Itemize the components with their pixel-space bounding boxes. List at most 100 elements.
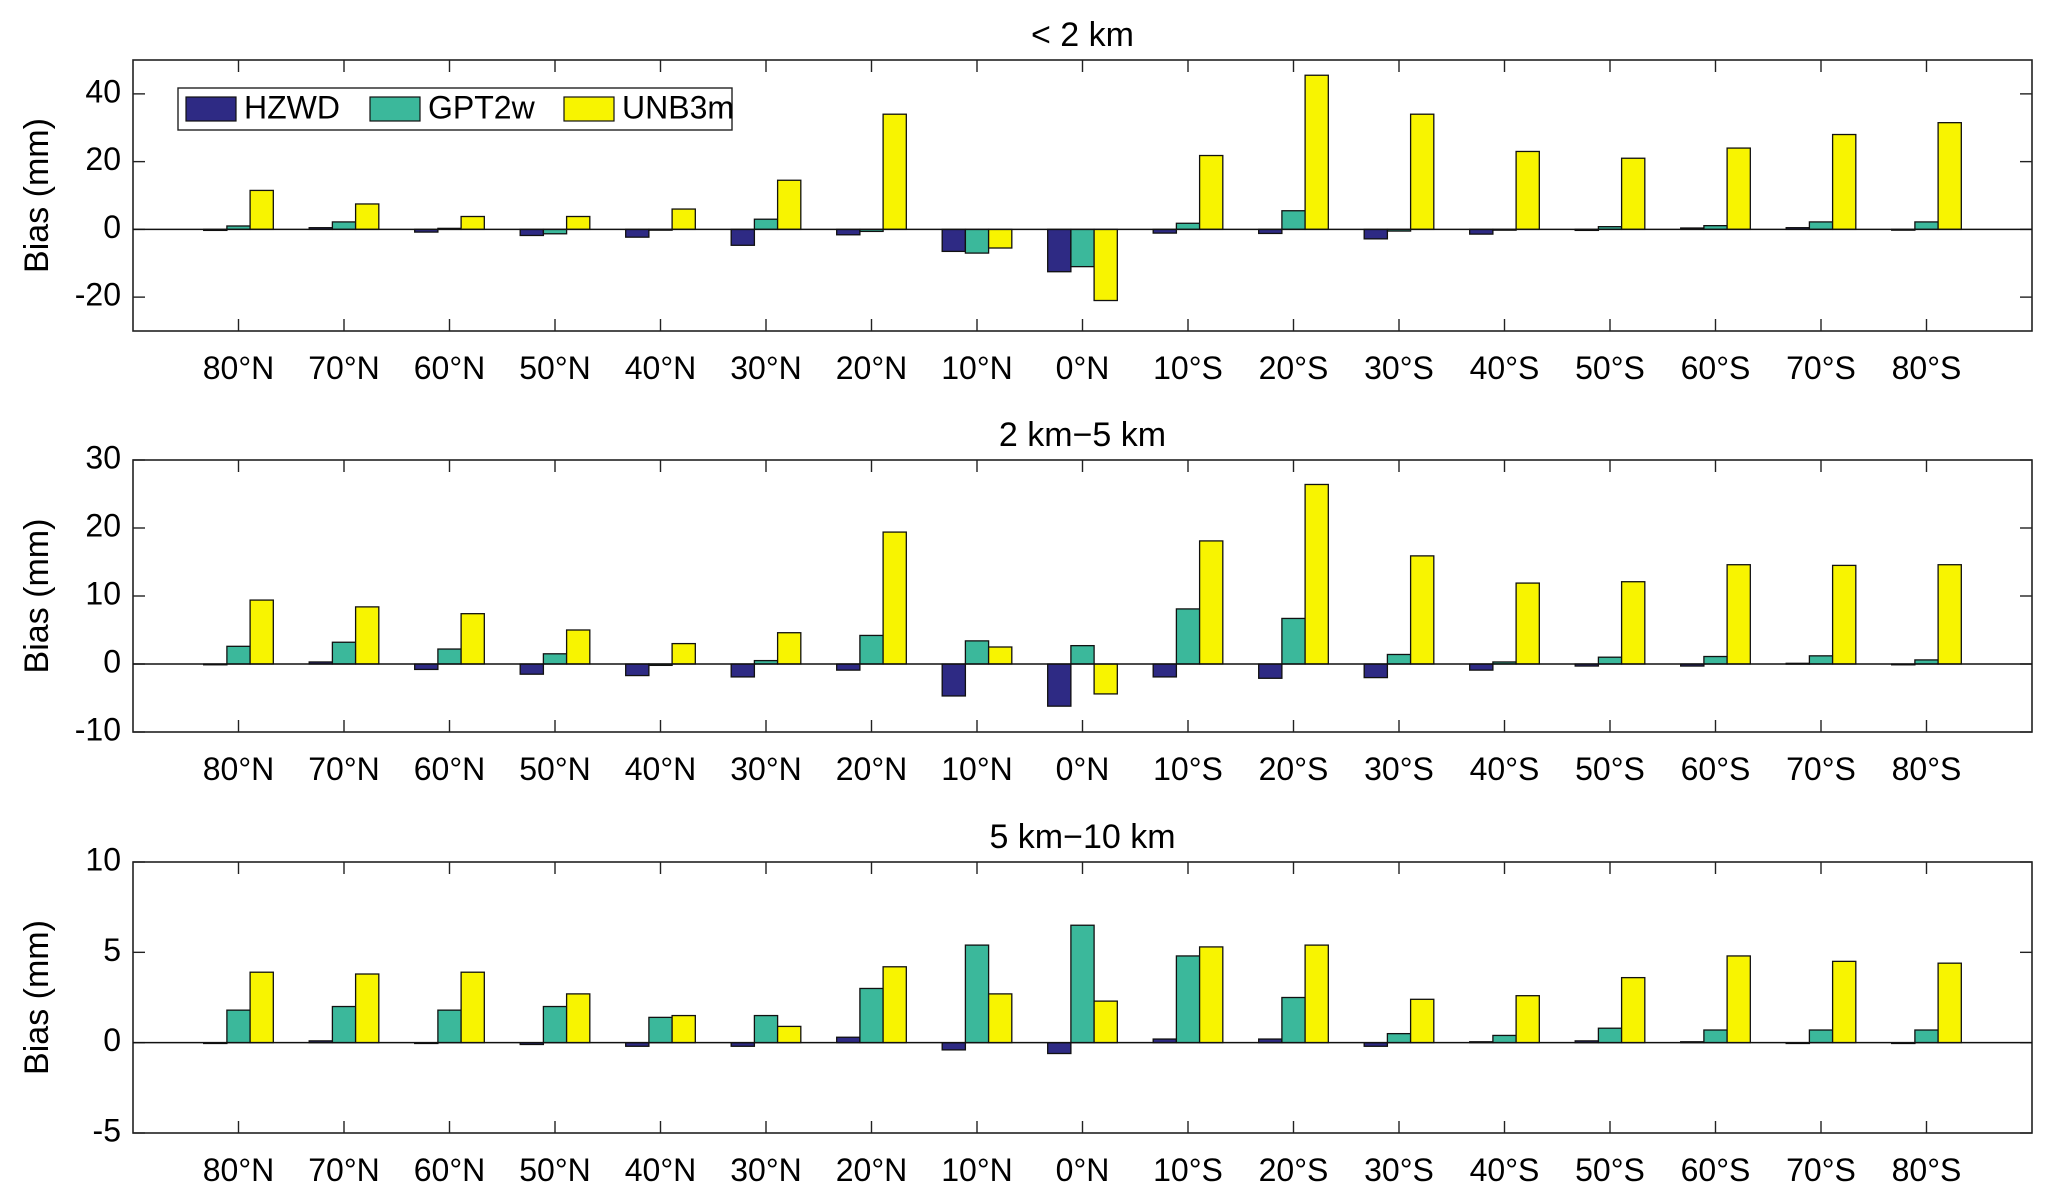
bar-hzwd-30°N [730, 663, 756, 678]
bar-unb3m-60°N [460, 971, 485, 1044]
bar-unb3m-30°S [1409, 113, 1435, 231]
x-tick-label: 20°N [836, 1152, 908, 1188]
x-tick-label: 60°S [1681, 1152, 1751, 1188]
bar-unb3m-10°S [1198, 154, 1224, 231]
bar-unb3m-80°S [1937, 962, 1962, 1044]
bar-gpt2w-70°N [331, 641, 357, 665]
y-axis-label: Bias (mm) [18, 519, 56, 674]
bar-hzwd-0°N [1047, 1042, 1072, 1055]
bar-unb3m-10°S [1198, 946, 1224, 1044]
x-tick-label: 50°N [519, 350, 591, 386]
bar-unb3m-10°S [1198, 540, 1224, 665]
x-tick-label: 50°N [519, 751, 591, 787]
bar-hzwd-10°N [941, 228, 967, 253]
x-tick-label: 70°S [1786, 751, 1856, 787]
x-tick-label: 70°N [308, 1152, 380, 1188]
axes-box [132, 459, 2033, 733]
x-tick-label: 30°S [1364, 350, 1434, 386]
y-tick-label: 30 [85, 439, 121, 475]
y-axis-label: Bias (mm) [18, 118, 56, 273]
bar-gpt2w-30°N [753, 218, 779, 231]
x-tick-label: 20°N [836, 751, 908, 787]
bar-gpt2w-60°S [1703, 655, 1728, 665]
x-tick-label: 0°N [1056, 751, 1110, 787]
bar-gpt2w-20°S [1281, 210, 1306, 231]
x-tick-label: 80°N [203, 350, 275, 386]
legend-box [177, 87, 733, 131]
bar-hzwd-0°N [1047, 663, 1072, 707]
y-tick-label: -5 [93, 1112, 121, 1148]
x-tick-label: 40°S [1470, 1152, 1540, 1188]
bar-gpt2w-10°S [1175, 955, 1201, 1044]
bar-gpt2w-40°S [1492, 1034, 1517, 1044]
bar-unb3m-70°S [1831, 960, 1857, 1044]
x-tick-label: 30°S [1364, 751, 1434, 787]
bar-gpt2w-20°S [1281, 617, 1306, 665]
bar-unb3m-50°N [565, 993, 591, 1044]
y-tick-label: -20 [75, 277, 121, 313]
bar-gpt2w-60°N [437, 1009, 462, 1044]
x-tick-label: 20°S [1259, 1152, 1329, 1188]
bar-gpt2w-20°S [1281, 996, 1306, 1044]
bar-hzwd-50°N [519, 663, 545, 675]
bar-gpt2w-10°N [964, 640, 990, 665]
y-tick-label: 20 [85, 141, 121, 177]
bar-unb3m-60°N [460, 613, 485, 665]
bar-gpt2w-70°S [1808, 655, 1834, 665]
bar-gpt2w-70°N [331, 221, 357, 231]
x-tick-label: 30°S [1364, 1152, 1434, 1188]
bar-gpt2w-40°N [648, 1016, 673, 1044]
bar-gpt2w-80°N [226, 645, 251, 665]
bar-unb3m-80°N [249, 189, 274, 231]
bar-gpt2w-60°N [437, 648, 462, 665]
x-tick-label: 50°N [519, 1152, 591, 1188]
bar-gpt2w-70°N [331, 1005, 357, 1044]
bar-unb3m-40°S [1515, 995, 1540, 1044]
x-tick-label: 40°S [1470, 350, 1540, 386]
x-tick-label: 60°S [1681, 350, 1751, 386]
bar-gpt2w-70°S [1808, 1029, 1834, 1044]
bar-unb3m-60°S [1726, 564, 1751, 665]
bar-unb3m-70°S [1831, 133, 1857, 231]
x-tick-label: 60°S [1681, 751, 1751, 787]
chart-title: 5 km−10 km [989, 818, 1175, 856]
x-tick-label: 20°S [1259, 350, 1329, 386]
bar-unb3m-60°S [1726, 147, 1751, 231]
x-tick-label: 10°N [941, 751, 1013, 787]
bar-unb3m-40°N [671, 1014, 696, 1044]
bar-unb3m-60°N [460, 215, 485, 231]
bar-hzwd-40°N [625, 663, 650, 677]
bar-gpt2w-50°N [542, 653, 568, 665]
y-axis-label: Bias (mm) [18, 920, 56, 1075]
bar-unb3m-0°N [1093, 228, 1118, 302]
x-tick-label: 80°S [1892, 1152, 1962, 1188]
bar-hzwd-10°N [941, 1042, 967, 1051]
bar-unb3m-70°N [354, 606, 380, 665]
bar-hzwd-40°N [625, 228, 650, 238]
bar-unb3m-40°N [671, 208, 696, 231]
bar-hzwd-30°N [730, 228, 756, 246]
x-tick-label: 0°N [1056, 1152, 1110, 1188]
bar-hzwd-10°N [941, 663, 967, 697]
subplot-1: < 2 km Bias (mm) -20 0 20 40 80°N 70°N 60°N 50°N 4… [18, 16, 2033, 386]
bar-unb3m-40°N [671, 642, 696, 665]
bar-gpt2w-10°N [964, 944, 990, 1044]
x-tick-label: 30°N [730, 350, 802, 386]
bar-unb3m-30°N [776, 632, 802, 665]
bar-gpt2w-0°N [1070, 644, 1095, 665]
bar-unb3m-20°N [882, 113, 907, 231]
x-tick-label: 10°N [941, 350, 1013, 386]
bar-unb3m-80°S [1937, 564, 1962, 665]
bar-unb3m-70°N [354, 203, 380, 231]
bar-hzwd-60°N [414, 663, 439, 671]
x-tick-label: 70°S [1786, 1152, 1856, 1188]
x-tick-label: 50°S [1575, 350, 1645, 386]
subplot-2: 2 km−5 km Bias (mm) -10 0 10 20 30 80°N 70°N 60°N… [18, 416, 2033, 787]
x-tick-label: 30°N [730, 1152, 802, 1188]
x-tick-label: 60°N [414, 1152, 486, 1188]
bar-gpt2w-30°S [1386, 653, 1412, 665]
bar-unb3m-10°N [987, 646, 1013, 665]
bar-hzwd-0°N [1047, 228, 1072, 273]
bar-gpt2w-50°S [1597, 1027, 1623, 1044]
x-tick-label: 80°N [203, 1152, 275, 1188]
